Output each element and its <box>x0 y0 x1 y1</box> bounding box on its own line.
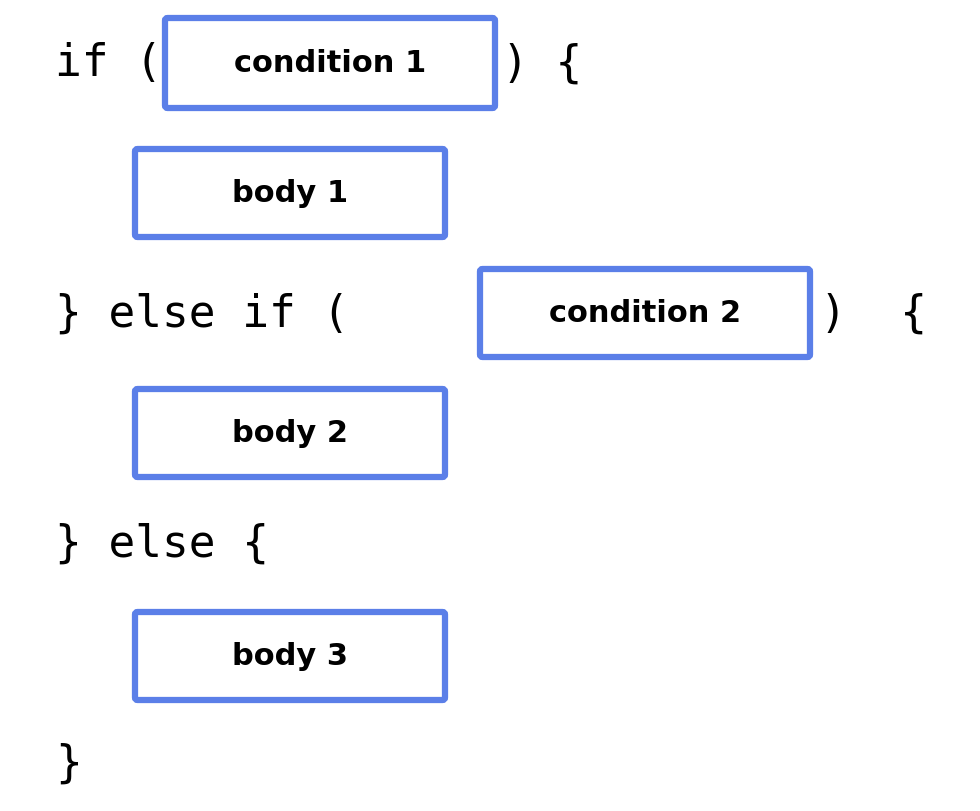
Text: } else {: } else { <box>55 521 269 564</box>
FancyBboxPatch shape <box>135 150 445 238</box>
Text: } else if (: } else if ( <box>55 292 349 335</box>
Text: body 1: body 1 <box>232 179 348 208</box>
FancyBboxPatch shape <box>480 270 810 358</box>
Text: body 3: body 3 <box>232 642 348 671</box>
FancyBboxPatch shape <box>165 19 495 109</box>
Text: )  {: ) { <box>820 292 927 335</box>
Text: body 2: body 2 <box>232 419 348 448</box>
Text: condition 2: condition 2 <box>549 299 741 328</box>
Text: ) {: ) { <box>502 42 582 85</box>
Text: condition 1: condition 1 <box>234 49 426 79</box>
Text: }: } <box>55 741 81 784</box>
Text: if (: if ( <box>55 42 162 85</box>
FancyBboxPatch shape <box>135 389 445 478</box>
FancyBboxPatch shape <box>135 612 445 700</box>
